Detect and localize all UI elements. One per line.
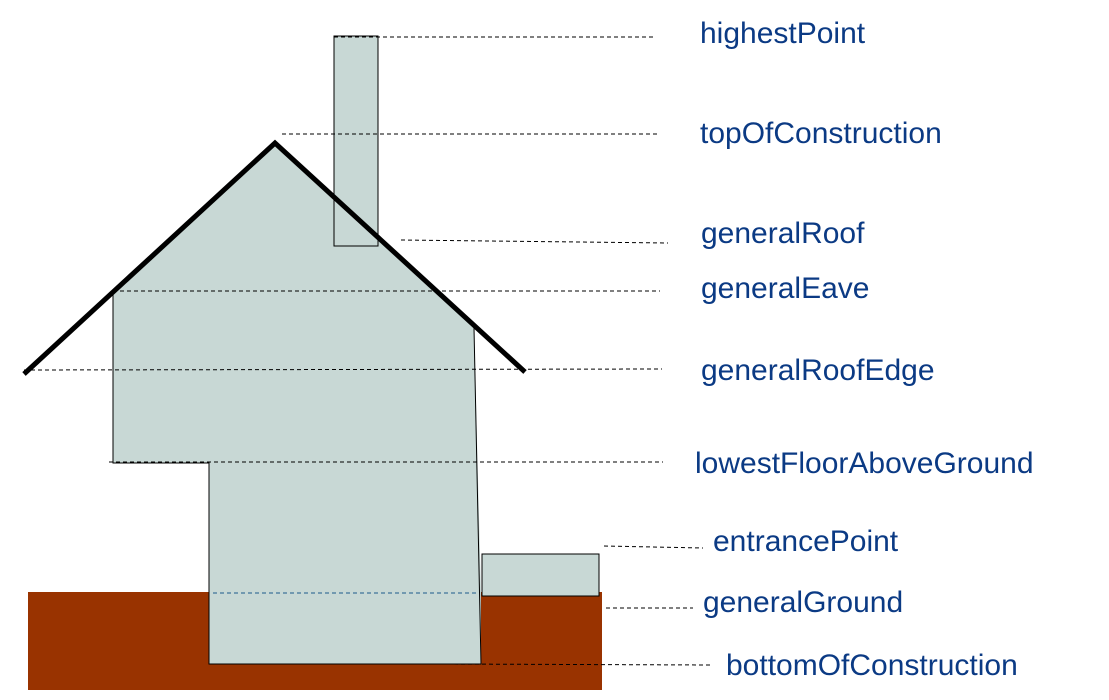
guide-general-roof <box>400 239 669 244</box>
label-top-of-construction: topOfConstruction <box>700 117 942 150</box>
label-entrance-point: entrancePoint <box>713 525 899 558</box>
house-upper-body <box>113 145 481 664</box>
guide-entrance-point <box>603 545 704 549</box>
guide-general-roof-edge <box>23 368 663 371</box>
entrance-step <box>481 553 600 597</box>
label-general-eave: generalEave <box>701 272 869 305</box>
chimney <box>333 35 379 247</box>
roof-line <box>22 139 527 376</box>
label-general-roof: generalRoof <box>701 217 865 250</box>
guide-bottom-of-construction <box>439 663 711 666</box>
label-general-roof-edge: generalRoofEdge <box>701 354 935 387</box>
label-general-ground: generalGround <box>703 586 903 619</box>
label-bottom-of-construction: bottomOfConstruction <box>726 649 1018 682</box>
label-highest-point: highestPoint <box>700 17 866 50</box>
house-outline <box>112 292 482 665</box>
label-lowest-floor-above-ground: lowestFloorAboveGround <box>695 447 1034 480</box>
